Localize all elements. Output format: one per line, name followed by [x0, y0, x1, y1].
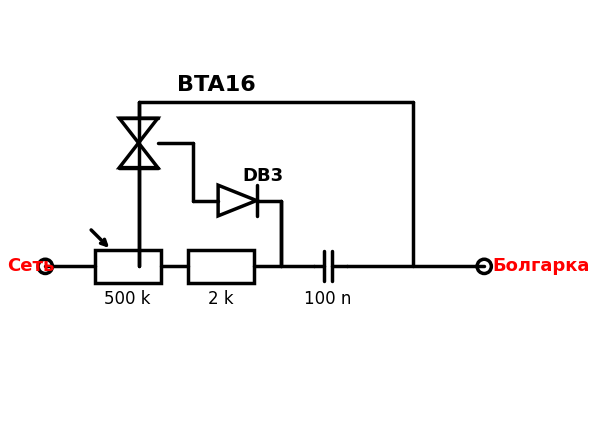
Polygon shape: [119, 118, 158, 143]
Polygon shape: [119, 143, 158, 168]
Polygon shape: [218, 185, 257, 216]
Text: Болгарка: Болгарка: [493, 257, 590, 275]
Text: 100 n: 100 n: [304, 290, 352, 308]
Text: 500 k: 500 k: [104, 290, 151, 308]
Bar: [95, 250, 161, 283]
Text: BTA16: BTA16: [177, 75, 256, 95]
Bar: [188, 250, 254, 283]
Text: DB3: DB3: [243, 167, 284, 185]
Text: 2 k: 2 k: [208, 290, 233, 308]
Text: Сеть: Сеть: [7, 257, 54, 275]
